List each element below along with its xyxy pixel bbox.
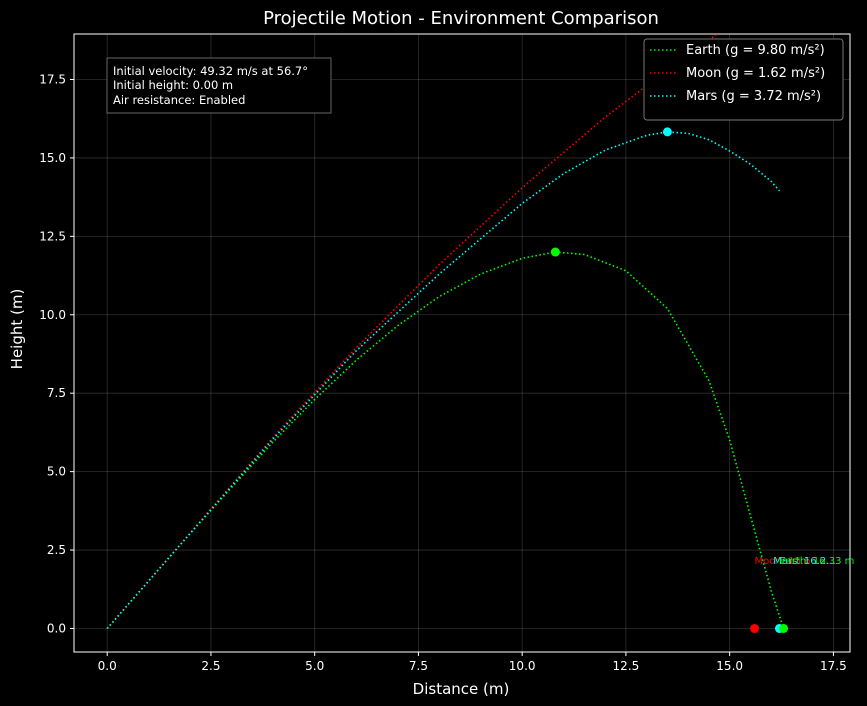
landing-labels-layer: Moon: 15.6...Mars: 16.2...Earth: 16.33 m: [755, 556, 855, 567]
y-tick-label: 10.0: [39, 308, 66, 322]
series-line-mars: [106, 131, 781, 630]
x-tick-label: 7.5: [409, 659, 428, 673]
info-height: Initial height: 0.00 m: [113, 78, 233, 92]
x-tick-label: 0.0: [98, 659, 117, 673]
y-tick-label: 7.5: [47, 386, 66, 400]
info-velocity: Initial velocity: 49.32 m/s at 56.7°: [113, 64, 308, 78]
grid-lines: [74, 34, 850, 652]
landing-label: Moon: 15.6...: [755, 556, 821, 567]
x-axis-label: Distance (m): [413, 680, 510, 698]
landing-marker: [779, 623, 789, 633]
x-tick-label: 17.5: [820, 659, 847, 673]
y-tick-label: 12.5: [39, 229, 66, 243]
x-tick-label: 15.0: [716, 659, 743, 673]
landing-label: Earth: 16.33 m: [779, 556, 854, 567]
y-tick-label: 2.5: [47, 543, 66, 557]
landing-marker: [750, 623, 760, 633]
y-axis-label: Height (m): [8, 289, 26, 370]
chart-title: Projectile Motion - Environment Comparis…: [263, 8, 659, 29]
x-axis-ticks: 0.0 2.5 5.0 7.5 10.0 12.5 15.0 17.5: [98, 652, 847, 673]
plot-frame: [73, 33, 851, 653]
y-tick-label: 15.0: [39, 151, 66, 165]
legend-entry-earth: Earth (g = 9.80 m/s²): [686, 43, 825, 58]
legend: Earth (g = 9.80 m/s²) Moon (g = 1.62 m/s…: [643, 38, 844, 121]
landing-label: Mars: 16.2...: [773, 556, 835, 567]
y-axis-ticks: 0.0 2.5 5.0 7.5 10.0 12.5 15.0 17.5: [39, 72, 74, 635]
y-tick-label: 17.5: [39, 72, 66, 86]
peak-marker-mars: [662, 127, 672, 137]
plot-area: Moon: 15.6...Mars: 16.2...Earth: 16.33 m: [73, 33, 855, 653]
legend-entry-mars: Mars (g = 3.72 m/s²): [686, 89, 821, 104]
x-tick-label: 10.0: [509, 659, 536, 673]
y-tick-label: 5.0: [47, 465, 66, 479]
x-tick-label: 12.5: [613, 659, 640, 673]
info-box: Initial velocity: 49.32 m/s at 56.7° Ini…: [106, 57, 332, 114]
legend-entry-moon: Moon (g = 1.62 m/s²): [686, 66, 825, 81]
x-tick-label: 2.5: [201, 659, 220, 673]
info-air-resistance: Air resistance: Enabled: [113, 93, 245, 107]
peak-marker-earth: [550, 247, 560, 257]
y-tick-label: 0.0: [47, 621, 66, 635]
markers-layer: [550, 127, 789, 633]
x-tick-label: 5.0: [305, 659, 324, 673]
info-box-frame: [106, 57, 332, 114]
series-line-earth: [106, 251, 785, 630]
legend-frame: [643, 38, 844, 121]
